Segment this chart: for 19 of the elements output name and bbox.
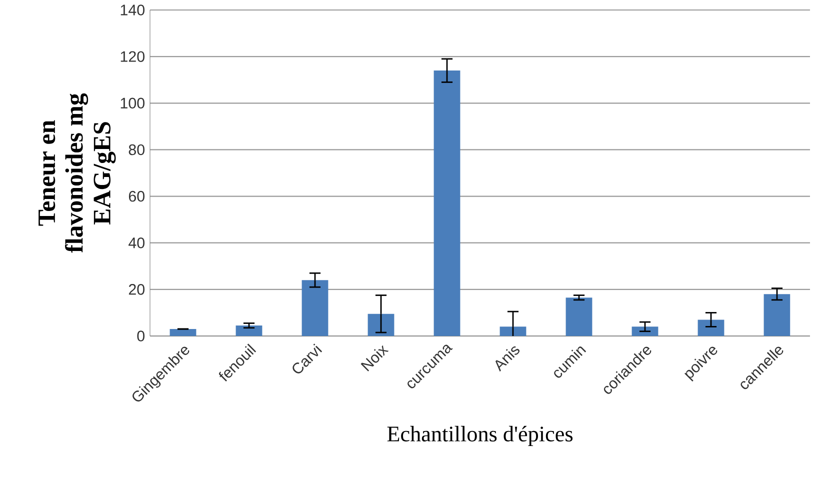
bar: [302, 280, 328, 336]
bar: [434, 70, 460, 336]
y-axis-title: Teneur en flavonoides mg EAG/gES: [38, 93, 116, 253]
x-axis-title: Echantillons d'épices: [387, 426, 573, 446]
y-tick-label: 120: [120, 51, 144, 62]
bar: [236, 326, 262, 336]
y-tick-label: 80: [128, 144, 144, 156]
y-tick-label: 60: [128, 190, 144, 202]
y-tick-label: 0: [137, 330, 144, 342]
y-tick-label: 20: [128, 284, 144, 295]
bar: [764, 294, 790, 336]
y-tick-label: 40: [128, 237, 144, 248]
bar: [170, 329, 196, 336]
y-tick-label: 100: [120, 98, 144, 109]
bar: [698, 320, 724, 336]
y-tick-label: 140: [120, 4, 144, 16]
bar: [632, 326, 658, 336]
bar: [566, 298, 592, 336]
x-tick-label: Anis: [496, 346, 520, 372]
